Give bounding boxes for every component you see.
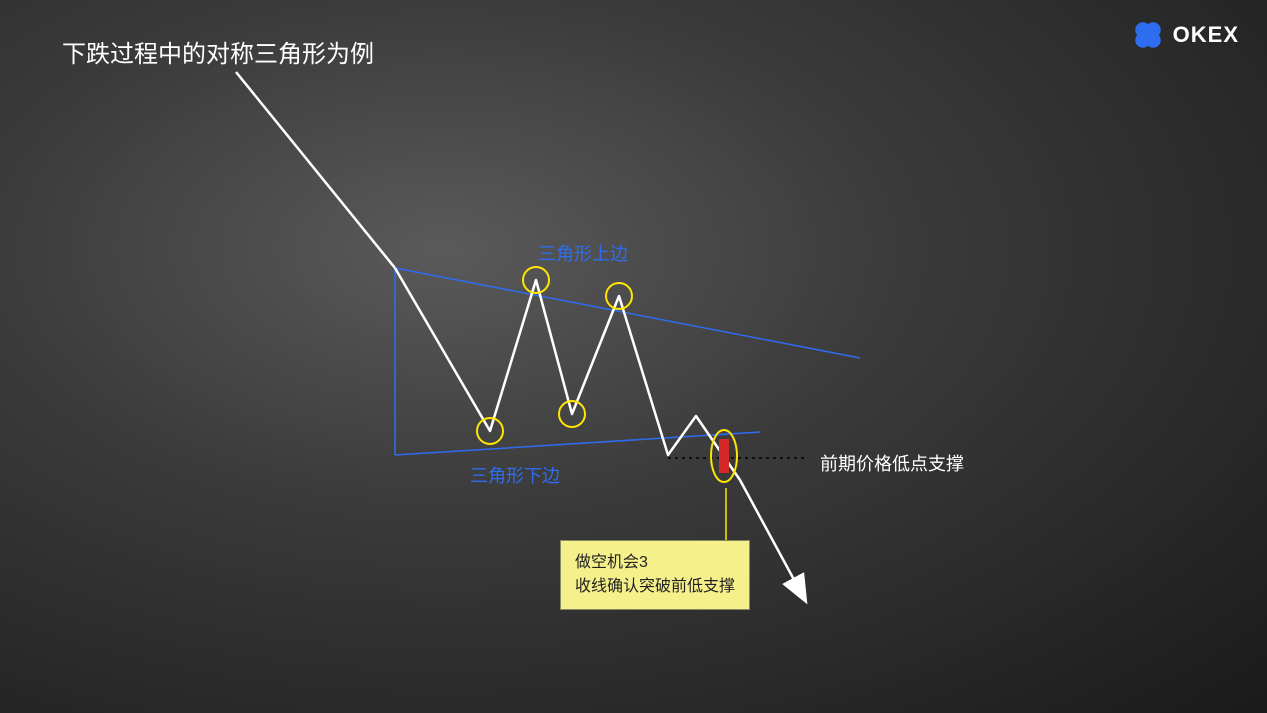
upper-edge-label: 三角形上边 — [538, 240, 628, 266]
short-opportunity-callout: 做空机会3 收线确认突破前低支撑 — [560, 540, 750, 610]
triangle-upper-edge — [395, 268, 860, 358]
price-zigzag — [395, 268, 740, 480]
brand-logo: OKEX — [1131, 18, 1239, 52]
turning-point-circles — [477, 267, 632, 444]
red-marker — [719, 439, 729, 473]
support-label: 前期价格低点支撑 — [820, 450, 964, 476]
lower-edge-text: 三角形下边 — [470, 466, 560, 486]
support-text: 前期价格低点支撑 — [820, 454, 964, 474]
page-title: 下跌过程中的对称三角形为例 — [62, 34, 374, 69]
callout-line1: 做空机会3 — [575, 551, 735, 575]
callout-line2: 收线确认突破前低支撑 — [575, 575, 735, 599]
triangle-lower-edge — [395, 432, 760, 455]
okex-icon — [1131, 18, 1165, 52]
downtrend-line — [236, 72, 395, 268]
logo-text: OKEX — [1173, 22, 1239, 48]
upper-edge-text: 三角形上边 — [538, 244, 628, 264]
lower-edge-label: 三角形下边 — [470, 462, 560, 488]
title-text: 下跌过程中的对称三角形为例 — [62, 41, 374, 68]
